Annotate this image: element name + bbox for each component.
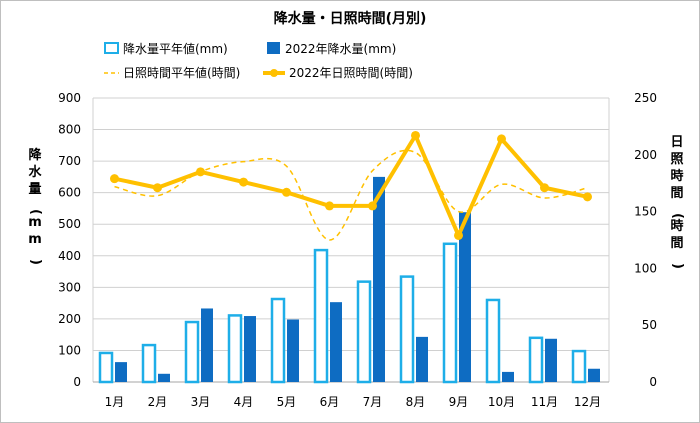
y-left-tick-label: 500 [58, 217, 81, 231]
x-tick-label: 11月 [531, 395, 558, 409]
bar-normal-precip [442, 242, 458, 384]
bar-2022-precip [244, 316, 256, 382]
line-normal-sunshine [114, 149, 588, 241]
x-tick-label: 8月 [406, 395, 426, 409]
bar-normal-precip [571, 349, 587, 384]
y-left-tick-label: 200 [58, 312, 81, 326]
y-left-tick-label: 300 [58, 280, 81, 294]
bar-normal-precip [227, 314, 243, 384]
y-left-tick-label: 900 [58, 91, 81, 105]
legend-label-normal-precip: 降水量平年値(mm) [123, 41, 228, 56]
point-2022-sunshine [282, 187, 291, 197]
legend-label-2022-precip: 2022年降水量(mm) [285, 42, 396, 56]
point-2022-sunshine [540, 183, 549, 193]
axis-labels: 降水量(m m) 日照時間(時間) [28, 135, 685, 269]
y-right-tick-label: 150 [634, 205, 657, 219]
bar-2022-precip [158, 373, 170, 382]
x-tick-label: 2月 [148, 395, 168, 409]
y-right-axis-label: 日照時間(時間) [670, 135, 685, 269]
y-right-tick-label: 250 [634, 91, 657, 105]
x-tick-label: 7月 [363, 395, 383, 409]
chart-title: 降水量・日照時間(月別) [274, 10, 427, 27]
bar-2022-precip [373, 176, 385, 382]
y-right-tick-label: 200 [634, 148, 657, 162]
bar-normal-precip [270, 297, 286, 384]
bar-normal-precip [399, 275, 415, 384]
bar-2022-precip [416, 336, 428, 382]
bar-normal-precip [313, 248, 329, 384]
x-tick-label: 9月 [449, 395, 469, 409]
y-left-tick-label: 400 [58, 249, 81, 263]
bar-normal-precip [141, 343, 157, 384]
x-tick-label: 4月 [234, 395, 254, 409]
bar-normal-precip [485, 298, 501, 384]
ticks: 0 100 200 300 400 500 600 700 800 900 0 50 100 150 200… [58, 91, 657, 409]
legend-swatch-2022-precip [267, 42, 280, 54]
point-2022-sunshine [196, 167, 205, 177]
legend-label-normal-sunshine: 日照時間平年値(時間) [123, 65, 240, 80]
point-2022-sunshine [239, 177, 248, 187]
y-right-tick-label: 0 [649, 375, 657, 389]
point-2022-sunshine [368, 201, 377, 211]
bar-normal-precip [98, 351, 114, 384]
x-tick-label: 5月 [277, 395, 297, 409]
point-2022-sunshine [454, 230, 463, 240]
bar-2022-precip [115, 362, 127, 382]
bar-2022-precip [459, 212, 471, 382]
bar-2022-precip [287, 319, 299, 382]
grid [92, 97, 610, 383]
point-2022-sunshine [110, 174, 119, 184]
y-left-tick-label: 700 [58, 154, 81, 168]
point-2022-sunshine [153, 183, 162, 193]
line-2022-sunshine [114, 133, 588, 238]
point-2022-sunshine [497, 134, 506, 144]
x-tick-label: 10月 [488, 395, 515, 409]
point-2022-sunshine [411, 130, 420, 140]
point-2022-sunshine [325, 201, 334, 211]
y-left-tick-label: 600 [58, 186, 81, 200]
lines [110, 130, 592, 241]
legend-marker-2022-sunshine [270, 69, 278, 77]
y-right-tick-label: 50 [642, 318, 657, 332]
bar-2022-precip [588, 368, 600, 382]
y-left-tick-label: 100 [58, 343, 81, 357]
point-2022-sunshine [583, 192, 592, 202]
bars [98, 176, 600, 384]
y-left-tick-label: 0 [73, 375, 81, 389]
x-tick-label: 1月 [105, 395, 125, 409]
bar-normal-precip [356, 280, 372, 384]
bar-normal-precip [184, 320, 200, 384]
y-left-axis-label: 降水量(m m) [28, 147, 43, 265]
x-tick-label: 3月 [191, 395, 211, 409]
y-right-tick-label: 100 [634, 261, 657, 275]
bar-2022-precip [545, 338, 557, 382]
bar-2022-precip [201, 308, 213, 382]
legend-swatch-normal-precip [104, 42, 119, 54]
legend: 降水量平年値(mm) 2022年降水量(mm) 日照時間平年値(時間) 2022… [104, 41, 413, 80]
legend-label-2022-sunshine: 2022年日照時間(時間) [289, 66, 413, 80]
bar-2022-precip [502, 371, 514, 382]
y-left-tick-label: 800 [58, 123, 81, 137]
bar-2022-precip [330, 302, 342, 382]
bar-normal-precip [528, 336, 544, 384]
x-tick-label: 6月 [320, 395, 340, 409]
x-tick-label: 12月 [574, 395, 601, 409]
